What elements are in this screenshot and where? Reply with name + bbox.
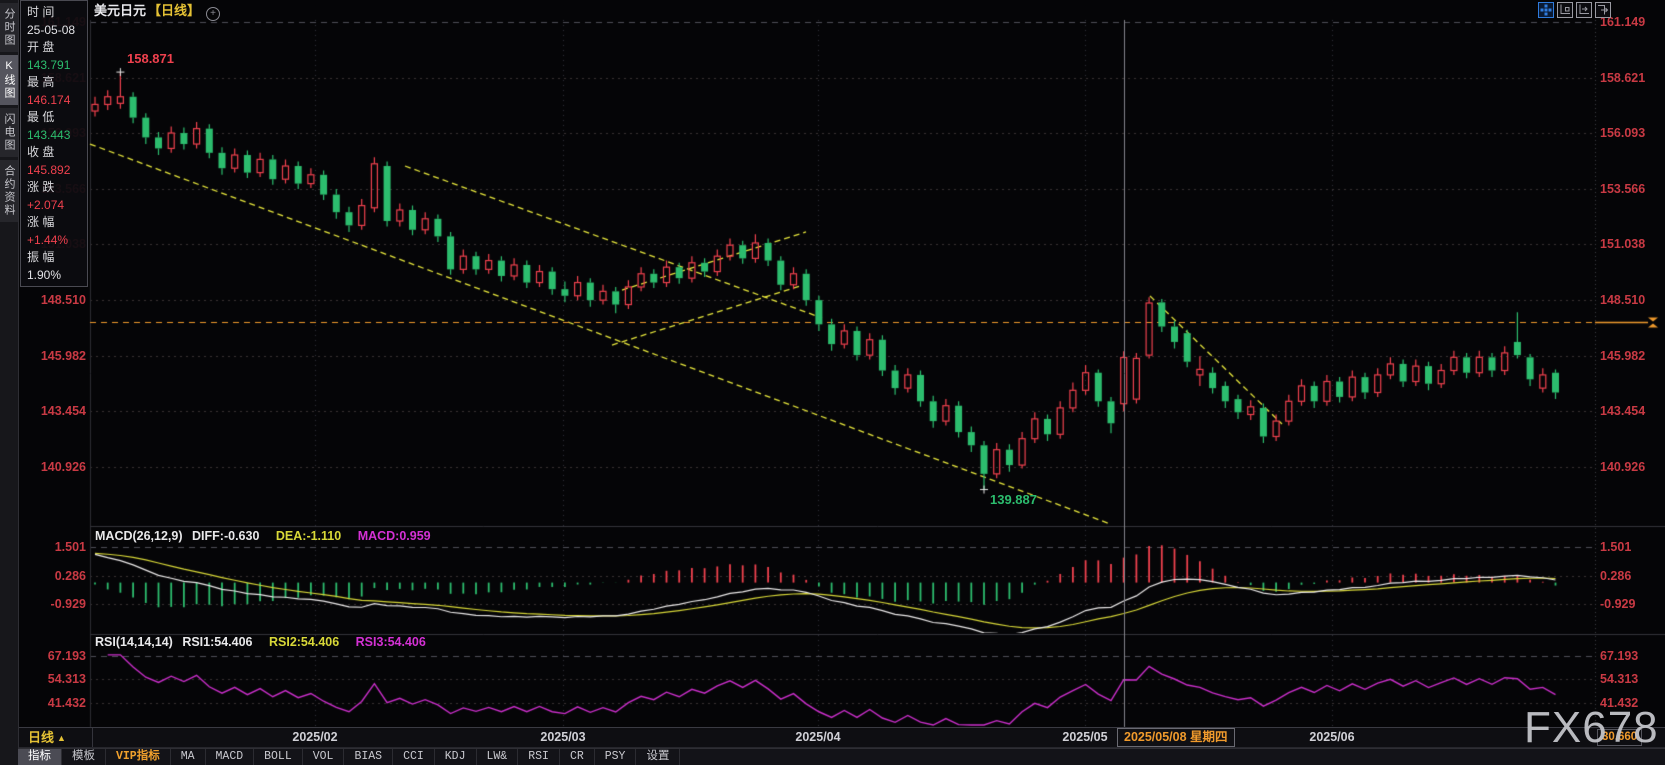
info-value-7: 1.90% — [27, 267, 62, 282]
right-axis-tick: -0.929 — [1600, 597, 1636, 612]
left-axis-tick: 145.982 — [40, 348, 86, 363]
x-axis-label-2025/03: 2025/03 — [540, 730, 586, 744]
info-value-6: +1.44% — [27, 232, 69, 247]
chevron-up-icon: ▲ — [57, 733, 66, 743]
time-axis-row: 日线 ▲ 2025/02 2025/03 2025/04 2025/05 2025/06 — [18, 727, 1665, 748]
x-axis-label-2025/04: 2025/04 — [795, 730, 841, 744]
toolbar-item-MACD[interactable]: MACD — [206, 749, 255, 765]
toolbar-item-设置[interactable]: 设置 — [636, 749, 681, 765]
macd-dea-value: DEA:-1.110 — [275, 529, 342, 543]
sidebar-tab-2[interactable]: 闪电图 — [0, 108, 18, 157]
rsi-axis-corner-value: 30.660 — [1597, 729, 1643, 746]
period-selector[interactable]: 日线 ▲ — [18, 728, 93, 747]
macd-macd-value: MACD:0.959 — [357, 529, 431, 543]
right-axis-tick: 156.093 — [1600, 126, 1646, 141]
rsi3-value: RSI3:54.406 — [355, 635, 426, 649]
info-value-3: 143.443 — [27, 127, 71, 142]
right-axis-tick: 54.313 — [1600, 672, 1639, 687]
right-axis-tick: 0.286 — [1600, 568, 1632, 583]
toolbar-item-MA[interactable]: MA — [171, 749, 206, 765]
x-axis-label-2025/06: 2025/06 — [1309, 730, 1355, 744]
left-axis-tick: 41.432 — [47, 696, 86, 710]
toolbar-item-VIP指标[interactable]: VIP指标 — [106, 749, 171, 765]
instrument-title: 美元日元 【日线】 + — [94, 3, 221, 21]
macd-title: MACD(26,12,9) — [95, 529, 183, 543]
left-axis-tick: 67.193 — [47, 649, 86, 663]
toolbar-item-RSI[interactable]: RSI — [518, 749, 560, 765]
right-axis-tick: 153.566 — [1600, 181, 1646, 196]
right-axis-tick: 143.454 — [1600, 404, 1646, 419]
sidebar-tab-0[interactable]: 分时图 — [0, 3, 18, 52]
info-label-6: 涨 幅 — [27, 215, 55, 229]
left-axis-tick: 148.510 — [40, 292, 86, 307]
rsi-title: RSI(14,14,14) — [95, 635, 173, 649]
info-value-5: +2.074 — [27, 197, 65, 212]
info-label-3: 最 低 — [27, 110, 55, 124]
info-value-4: 145.892 — [27, 162, 71, 177]
rsi-indicator-header[interactable]: RSI(14,14,14) RSI1:54.406 RSI2:54.406 RS… — [95, 635, 426, 649]
axis-scale-icon[interactable] — [1557, 2, 1573, 18]
toolbar-item-指标[interactable]: 指标 — [18, 749, 62, 765]
rsi2-value: RSI2:54.406 — [268, 635, 340, 649]
left-axis-tick: 54.313 — [47, 672, 86, 687]
right-axis-tick: 158.621 — [1600, 70, 1646, 85]
info-value-2: 146.174 — [27, 92, 71, 107]
right-axis-tick: 41.432 — [1600, 696, 1639, 710]
crosshair-move-icon[interactable] — [1538, 2, 1554, 18]
x-axis-label-2025/05: 2025/05 — [1062, 730, 1108, 744]
toolbar-item-CR[interactable]: CR — [560, 749, 595, 765]
toolbar-item-模板[interactable]: 模板 — [62, 749, 106, 765]
info-value-0: 25-05-08 — [27, 22, 76, 37]
right-axis-tick: 161.149 — [1600, 15, 1646, 29]
left-axis-tick: 1.501 — [54, 540, 86, 555]
info-value-1: 143.791 — [27, 57, 71, 72]
fx678-watermark: FX678 — [1524, 703, 1659, 752]
toolbar-item-CCI[interactable]: CCI — [393, 749, 435, 765]
toolbar-item-BIAS[interactable]: BIAS — [344, 749, 394, 765]
right-axis-tick: 67.193 — [1600, 649, 1639, 663]
right-axis-tick: 148.510 — [1600, 292, 1646, 307]
crosshair-date-label: 2025/05/08 星期四 — [1117, 728, 1235, 747]
right-axis-tick: 145.982 — [1600, 348, 1646, 363]
info-label-1: 开 盘 — [27, 40, 55, 54]
sidebar-tab-3[interactable]: 合约资料 — [0, 160, 18, 222]
toolbar-item-KDJ[interactable]: KDJ — [435, 749, 477, 765]
toolbar-item-LW&[interactable]: LW& — [477, 749, 519, 765]
left-axis-tick: -0.929 — [50, 597, 86, 612]
high-price-annotation: 158.871 — [127, 51, 174, 66]
indicator-toolbar: 指标 模板 VIP指标 MA MACD BOLL VOL BIAS CCI KDJ LW& RSI CR… — [18, 748, 1665, 765]
left-axis-tick: 140.926 — [40, 459, 86, 474]
toolbar-item-BOLL[interactable]: BOLL — [254, 749, 303, 765]
macd-indicator-header[interactable]: MACD(26,12,9) DIFF:-0.630 DEA:-1.110 MAC… — [95, 529, 431, 543]
sidebar-tab-1[interactable]: K线图 — [0, 55, 18, 105]
axis-pan-icon[interactable] — [1576, 2, 1592, 18]
period-tag: 【日线】 — [148, 3, 201, 18]
info-label-4: 收 盘 — [27, 145, 55, 159]
right-axis-tick: 151.038 — [1600, 237, 1646, 252]
rsi1-value: RSI1:54.406 — [182, 635, 253, 649]
symbol-name: 美元日元 — [94, 3, 147, 18]
right-axis-tick: 1.501 — [1600, 540, 1632, 555]
low-price-annotation: 139.887 — [990, 492, 1037, 507]
left-axis-tick: 143.454 — [40, 404, 86, 419]
info-label-2: 最 高 — [27, 75, 55, 89]
add-compare-icon[interactable]: + — [206, 7, 221, 21]
macd-diff-value: DIFF:-0.630 — [192, 529, 260, 543]
toolbar-item-VOL[interactable]: VOL — [303, 749, 345, 765]
x-axis-label-2025/02: 2025/02 — [292, 730, 338, 744]
toolbar-item-PSY[interactable]: PSY — [595, 749, 637, 765]
info-label-5: 涨 跌 — [27, 180, 55, 194]
info-label-0: 时 间 — [27, 5, 55, 19]
chart-type-sidebar: 分时图 K线图闪电图合约资料 — [0, 0, 19, 765]
pane-export-icon[interactable] — [1595, 2, 1611, 18]
ohlc-info-panel: 时 间 25-05-08 开 盘 143.791 最 高 146.174 最 低 143.44… — [20, 0, 88, 287]
period-selector-label: 日线 — [28, 730, 55, 745]
right-axis-tick: 140.926 — [1600, 459, 1646, 474]
left-axis-tick: 0.286 — [54, 568, 86, 583]
info-label-7: 振 幅 — [27, 250, 55, 264]
chart-scale-toolbar — [1538, 2, 1611, 18]
